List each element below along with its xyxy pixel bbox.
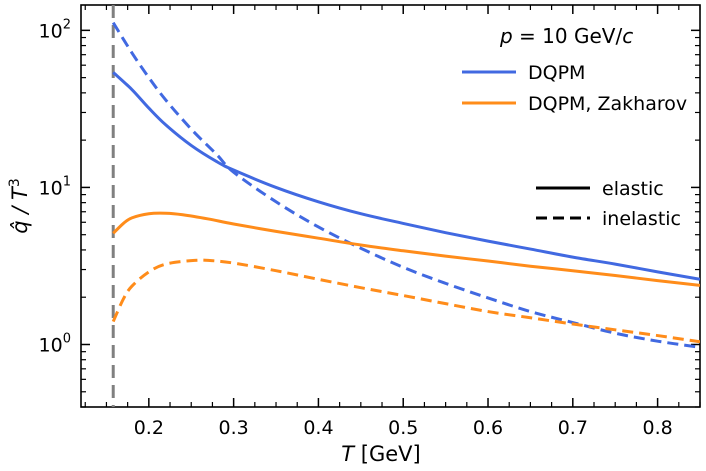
x-tick-label: 0.6 (473, 417, 503, 439)
legend: p = 10 GeV/c DQPM DQPM, Zakharov elastic… (462, 24, 687, 230)
series-line-dqpm-elastic (112, 71, 700, 281)
series-line-dqpm-zakharov-inelastic (111, 258, 700, 344)
y-tick-exponent: 0 (63, 331, 71, 346)
x-tick-label: 0.4 (303, 417, 333, 439)
x-tick-label: 0.5 (388, 417, 418, 439)
y-tick-base: 10 (39, 334, 63, 356)
y-tick-label: 100 (39, 331, 71, 356)
legend-label-zakharov: DQPM, Zakharov (528, 93, 687, 115)
y-tick-label: 101 (39, 174, 71, 199)
y-tick-base: 10 (39, 177, 63, 199)
plot-frame (80, 4, 701, 408)
legend-title-p: p (499, 24, 513, 48)
legend-title: p = 10 GeV/c (499, 24, 633, 48)
x-axis-symbol: T (341, 442, 356, 466)
legend-title-c: c (622, 24, 633, 48)
series-layer (111, 5, 700, 407)
legend-label-inelastic: inelastic (602, 208, 681, 230)
y-axis-exponent: 3 (7, 178, 23, 187)
x-axis-ticks: 0.2 0.3 0.4 0.5 0.6 0.7 0.8 (84, 5, 701, 439)
y-tick-label: 102 (39, 17, 71, 42)
x-axis-label: T [GeV] (341, 442, 420, 466)
y-tick-exponent: 2 (63, 17, 71, 32)
y-axis-main: q̂ / T (8, 185, 32, 234)
y-tick-base: 10 (39, 20, 63, 42)
x-tick-label: 0.8 (642, 417, 672, 439)
y-tick-exponent: 1 (63, 174, 71, 189)
series-line-dqpm-zakharov-elastic (112, 211, 700, 287)
x-tick-label: 0.3 (219, 417, 249, 439)
legend-label-dqpm: DQPM (528, 62, 585, 84)
x-tick-label: 0.7 (558, 417, 588, 439)
legend-title-rest: = 10 GeV/ (513, 24, 623, 48)
x-tick-label: 0.2 (134, 417, 164, 439)
legend-label-elastic: elastic (602, 178, 664, 200)
x-axis-unit: [GeV] (354, 442, 421, 466)
y-axis-label: q̂ / T3 (7, 178, 32, 234)
